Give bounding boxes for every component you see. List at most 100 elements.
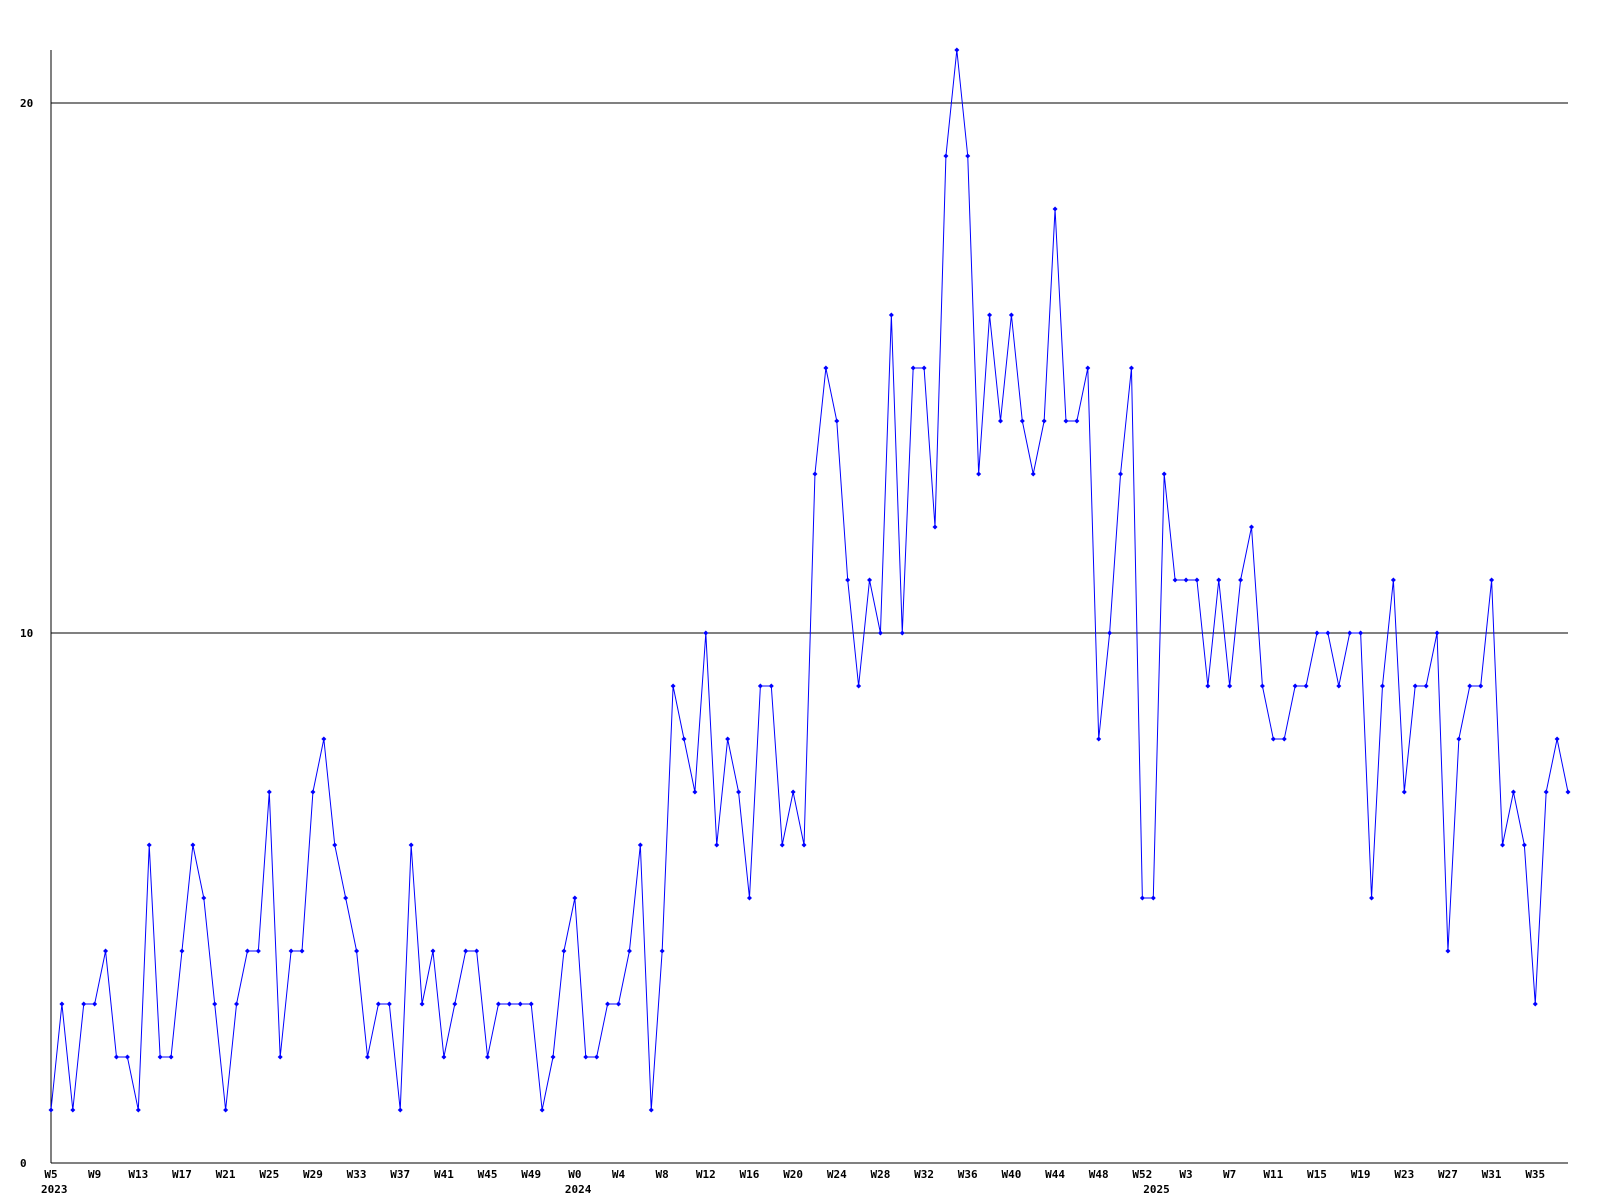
marker	[135, 1107, 141, 1113]
marker	[1369, 895, 1375, 901]
marker	[801, 842, 807, 848]
marker	[179, 948, 185, 954]
marker	[670, 683, 676, 689]
marker	[605, 1001, 611, 1007]
marker	[1074, 418, 1080, 424]
marker	[823, 365, 829, 371]
marker	[1401, 789, 1407, 795]
marker	[987, 312, 993, 318]
marker	[692, 789, 698, 795]
marker	[1347, 630, 1353, 636]
marker	[59, 1001, 65, 1007]
marker	[1139, 895, 1145, 901]
marker	[834, 418, 840, 424]
marker	[1303, 683, 1309, 689]
x-tick-label: W45	[478, 1168, 498, 1181]
marker	[1150, 895, 1156, 901]
year-label: 2024	[565, 1183, 592, 1196]
x-tick-label: W12	[696, 1168, 716, 1181]
marker	[375, 1001, 381, 1007]
marker	[397, 1107, 403, 1113]
marker	[1128, 365, 1134, 371]
marker	[1445, 948, 1451, 954]
x-tick-label: W7	[1223, 1168, 1236, 1181]
marker	[1532, 1001, 1538, 1007]
marker	[168, 1054, 174, 1060]
x-tick-label: W31	[1482, 1168, 1502, 1181]
x-tick-label: W37	[390, 1168, 410, 1181]
marker	[910, 365, 916, 371]
marker	[1019, 418, 1025, 424]
marker	[1063, 418, 1069, 424]
marker	[626, 948, 632, 954]
marker	[583, 1054, 589, 1060]
marker	[539, 1107, 545, 1113]
marker	[714, 842, 720, 848]
marker	[1183, 577, 1189, 583]
marker	[1194, 577, 1200, 583]
x-tick-label: W49	[521, 1168, 541, 1181]
marker	[1292, 683, 1298, 689]
marker	[867, 577, 873, 583]
marker	[441, 1054, 447, 1060]
marker	[997, 418, 1003, 424]
marker	[244, 948, 250, 954]
x-tick-label: W48	[1089, 1168, 1109, 1181]
marker	[659, 948, 665, 954]
marker	[736, 789, 742, 795]
x-tick-label: W20	[783, 1168, 803, 1181]
marker	[888, 312, 894, 318]
marker	[1008, 312, 1014, 318]
x-tick-label: W24	[827, 1168, 847, 1181]
y-tick-label: 10	[20, 627, 33, 640]
x-tick-label: W40	[1001, 1168, 1021, 1181]
marker	[288, 948, 294, 954]
marker	[572, 895, 578, 901]
marker	[1456, 736, 1462, 742]
marker	[746, 895, 752, 901]
marker	[1107, 630, 1113, 636]
marker	[1216, 577, 1222, 583]
marker	[1565, 789, 1571, 795]
x-tick-label: W15	[1307, 1168, 1327, 1181]
marker	[92, 1001, 98, 1007]
x-tick-label: W3	[1179, 1168, 1192, 1181]
marker	[1041, 418, 1047, 424]
marker	[1510, 789, 1516, 795]
marker	[768, 683, 774, 689]
marker	[976, 471, 982, 477]
x-tick-label: W8	[656, 1168, 669, 1181]
marker	[1412, 683, 1418, 689]
marker	[856, 683, 862, 689]
year-label: 2025	[1143, 1183, 1170, 1196]
marker	[1325, 630, 1331, 636]
marker	[386, 1001, 392, 1007]
marker	[1423, 683, 1429, 689]
marker	[299, 948, 305, 954]
marker	[1478, 683, 1484, 689]
marker	[157, 1054, 163, 1060]
marker	[343, 895, 349, 901]
marker	[354, 948, 360, 954]
marker	[234, 1001, 240, 1007]
marker	[932, 524, 938, 530]
marker	[201, 895, 207, 901]
marker	[485, 1054, 491, 1060]
marker	[1379, 683, 1385, 689]
marker	[255, 948, 261, 954]
marker	[495, 1001, 501, 1007]
marker	[419, 1001, 425, 1007]
x-tick-label: W11	[1263, 1168, 1283, 1181]
marker	[1500, 842, 1506, 848]
marker	[1172, 577, 1178, 583]
marker	[1227, 683, 1233, 689]
marker	[616, 1001, 622, 1007]
marker	[1281, 736, 1287, 742]
marker	[954, 47, 960, 53]
marker	[1030, 471, 1036, 477]
x-tick-label: W19	[1351, 1168, 1371, 1181]
x-tick-label: W32	[914, 1168, 934, 1181]
x-tick-label: W35	[1525, 1168, 1545, 1181]
marker	[81, 1001, 87, 1007]
